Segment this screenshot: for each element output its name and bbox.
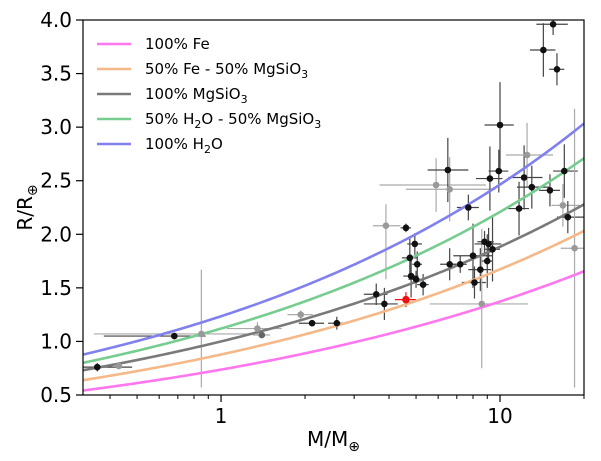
data-point [333,319,341,327]
data-point [486,175,494,182]
data-point [469,252,477,260]
data-point [419,281,427,288]
data-point [115,362,123,370]
y-tick-label: 3.5 [40,62,72,86]
legend: 100% Fe 50% Fe - 50% MgSiO3 100% MgSiO3 50%… [97,35,321,156]
x-axis-label: M/M⊕ [307,427,360,455]
data-point [413,260,421,268]
data-point [407,272,415,280]
y-tick-label: 4.0 [40,8,72,32]
data-point [456,260,464,268]
legend-label: 50% H2O - 50% MgSiO3 [145,110,321,131]
data-point [198,330,205,338]
data-point [528,183,536,191]
data-point [382,222,390,230]
data-point [540,46,547,54]
y-tick-label: 2.5 [40,169,72,193]
data-point [372,290,380,298]
data-point [515,205,523,212]
y-axis-label: R/R⊕ [13,184,41,230]
data-point [564,213,572,221]
curve-100-fe [82,270,585,392]
y-tick-label: 3.0 [40,115,72,139]
plot-frame [82,19,585,396]
data-point [561,167,568,175]
legend-label: 100% H2O [145,135,223,156]
data-point [489,245,496,253]
data-point [549,20,557,28]
y-tick-label: 1.5 [40,276,72,300]
data-point [258,331,266,339]
y-tick-label: 1.0 [40,329,72,353]
y-tick-label: 2.0 [40,222,72,246]
data-point [571,244,578,252]
data-points [93,20,578,371]
x-tick-label: 10 [487,404,512,428]
legend-label: 100% MgSiO3 [145,85,248,106]
data-point [483,257,491,265]
data-point [444,166,452,174]
data-point [93,363,101,371]
data-point [308,319,316,327]
data-point [432,181,440,189]
tick-labels: 1 10 0.5 1.0 1.5 2.0 2.5 3.0 3.5 4.0 [40,8,513,428]
data-point [559,202,567,209]
data-point [553,65,561,73]
data-point [381,300,388,308]
curve-100-mgsio3 [82,203,585,372]
data-point [520,174,528,181]
data-point [478,300,486,308]
axis-ticks [76,19,585,402]
data-point [406,254,414,262]
legend-label: 100% Fe [145,35,210,53]
data-point [496,121,504,129]
data-point [523,151,531,159]
data-point [402,295,410,304]
x-tick-label: 1 [215,404,228,428]
curve-50-h2o-50-mgsio3 [82,157,585,365]
data-point [495,167,503,175]
data-point [465,204,472,211]
curve-100-h2o [82,122,585,356]
data-point [477,266,484,273]
model-curves [82,122,585,392]
data-point [446,185,453,193]
data-point [297,311,305,318]
y-tick-label: 0.5 [40,383,72,407]
data-point [446,260,453,268]
data-point [485,240,492,248]
data-point [171,332,178,340]
data-point [411,240,419,248]
data-point [402,224,410,232]
data-point [471,279,478,286]
data-point [546,187,554,194]
curve-50-fe-50-mgsio3 [82,229,585,382]
legend-label: 50% Fe - 50% MgSiO3 [145,60,308,81]
data-point [412,275,420,283]
data-point [254,325,261,332]
